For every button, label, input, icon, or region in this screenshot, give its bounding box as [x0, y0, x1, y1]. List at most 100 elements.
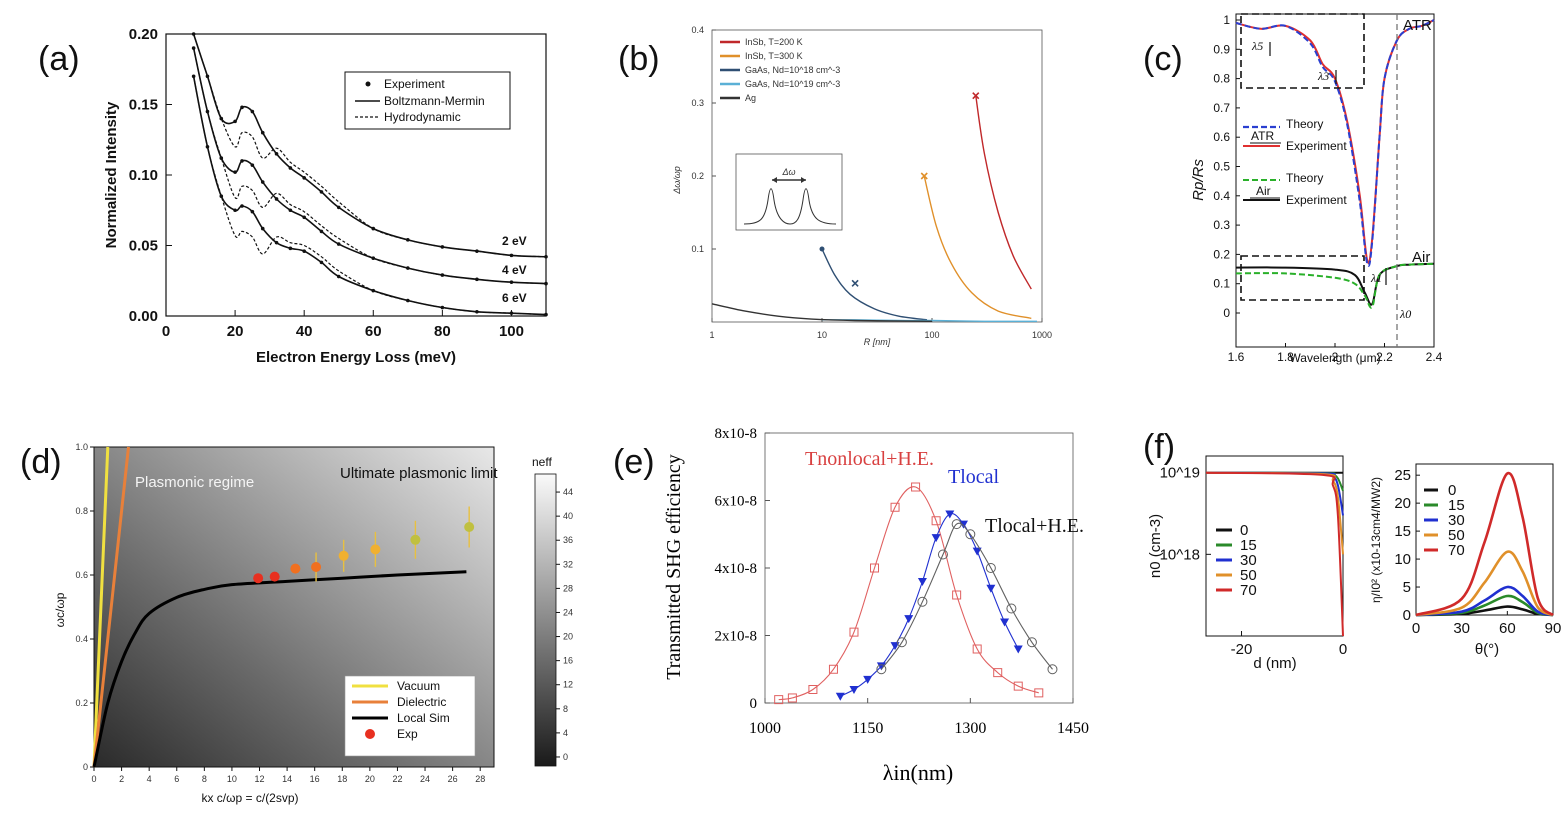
panel-d-exp-point — [464, 522, 475, 532]
panel-c-series-line — [1235, 262, 1435, 306]
panel-e-xtick-label: 1300 — [954, 720, 986, 737]
panel-d-xtick-label: 28 — [475, 774, 485, 784]
panel-d-xtick-label: 18 — [337, 774, 347, 784]
panel-a-exp-point — [544, 254, 548, 259]
panel-a-exp-point — [288, 246, 293, 251]
panel-c-ytick-label: 0.3 — [1213, 218, 1230, 232]
panel-a-exp-point — [319, 260, 324, 265]
panel-f-right-legend-label: 0 — [1448, 482, 1456, 499]
panel-e-marker-square — [828, 664, 838, 674]
panel-e-marker-triangle — [835, 692, 845, 701]
panel-a-ytick-label: 0.00 — [129, 308, 158, 325]
panel-label-b: (b) — [618, 40, 660, 78]
panel-e-marker-triangle — [876, 662, 886, 671]
panel-b-ytick-label: 0.4 — [691, 25, 704, 35]
panel-d-exp-point — [338, 550, 349, 561]
panel-a-xtick-label: 0 — [162, 323, 170, 340]
panel-d-xtick-label: 12 — [255, 774, 265, 784]
panel-c-annot-l3: λ3 — [1317, 69, 1329, 83]
panel-f-left-legend-label: 15 — [1240, 537, 1257, 554]
panel-c-legend-air: Air — [1256, 184, 1271, 198]
panel-d-colorbar-tick-label: 32 — [563, 559, 573, 569]
panel-f-right-xtick-label: 60 — [1499, 620, 1516, 637]
panel-e-marker-circle — [896, 637, 907, 648]
panel-d-colorbar — [534, 473, 557, 767]
panel-a-exp-point — [336, 274, 341, 279]
panel-b-series-endpoint — [972, 92, 980, 100]
panel-e-xtick-label: 1450 — [1057, 720, 1089, 737]
panel-e-xtick-label: 1000 — [749, 720, 781, 737]
panel-d-legend-1: Dielectric — [397, 695, 446, 709]
panel-c: 1.6 1.8 2 2.2 2.4 0 0.1 0.2 0.3 0.4 0.5 0.6 0.7 0.8 0.… — [1190, 13, 1443, 365]
panel-f-right-xtick-label: 90 — [1545, 620, 1562, 637]
panel-d-legend — [344, 675, 476, 757]
panel-b-ytick-label: 0.1 — [691, 244, 704, 254]
panel-f-left-ytick-label: 10^19 — [1160, 465, 1200, 482]
panel-d-colorbar-tick-label: 40 — [563, 511, 573, 521]
panel-c-annot-l1: λ1 — [1370, 271, 1382, 285]
panel-d-xtick-label: 22 — [392, 774, 402, 784]
panel-d-series-line — [92, 446, 130, 768]
panel-b-legend-label: InSb, T=200 K — [745, 37, 803, 47]
panel-d-colorbar-tick-label: 0 — [563, 752, 568, 762]
panel-a-exp-point — [233, 119, 237, 124]
panel-b-ytick-label: 0.2 — [691, 171, 704, 181]
panel-label-e: (e) — [613, 443, 655, 481]
panel-b-xtick-label: 10 — [817, 330, 827, 340]
panel-d-exp-point — [269, 571, 280, 582]
panel-d-colorbar-tick-label: 28 — [563, 583, 573, 593]
panel-d-xtick-label: 24 — [420, 774, 430, 784]
panel-b-legend-label: GaAs, Nd=10^19 cm^-3 — [745, 79, 840, 89]
panel-c-ytick-label: 0.4 — [1213, 189, 1230, 203]
panel-c-xtick-label: 1.6 — [1228, 350, 1245, 364]
panel-d-xtick-label: 26 — [448, 774, 458, 784]
panel-a-ytick-label: 0.10 — [129, 167, 158, 184]
panel-c-ytick-label: 0.2 — [1213, 247, 1230, 261]
panel-a-ticks: 0 20 40 60 80 100 0.00 0.05 0.10 0.15 0.20 — [129, 26, 524, 340]
panel-a-exp-point — [288, 208, 293, 213]
panel-b-series-line — [821, 248, 928, 321]
panel-a-series — [191, 32, 548, 317]
panel-f-right-series — [1415, 472, 1554, 617]
panel-a-ylabel: Normalized Intensity — [103, 101, 120, 248]
panel-a-exp-point — [205, 145, 210, 149]
panel-a-exp-point — [240, 159, 244, 163]
panel-b-xtick-label: 1000 — [1032, 330, 1052, 340]
panel-b-ytick-label: 0.3 — [691, 98, 704, 108]
panel-a-series-bm — [192, 47, 547, 285]
panel-e-series — [774, 482, 1058, 705]
panel-a-exp-point — [302, 176, 306, 180]
panel-d-colorbar-tick-label: 44 — [563, 487, 573, 497]
panel-a-exp-point — [219, 156, 224, 160]
panel-a-exp-point — [219, 116, 224, 121]
panel-c-series-line — [1235, 262, 1435, 309]
panel-e-marker-triangle — [890, 642, 900, 651]
panel-d-xtick-label: 0 — [91, 774, 96, 784]
panel-e-marker-circle — [985, 563, 996, 573]
panel-e-marker-circle — [951, 519, 962, 530]
panel-c-ytick-label: 1 — [1223, 13, 1230, 27]
panel-f-right-legend-label: 70 — [1448, 542, 1465, 559]
panel-a-xlabel: Electron Energy Loss (meV) — [256, 349, 456, 366]
panel-e-marker-square — [774, 695, 784, 705]
panel-a-series-hydro — [193, 47, 547, 285]
panel-label-c: (c) — [1143, 40, 1183, 78]
panel-a-exp-point — [509, 311, 514, 315]
panel-d-legend-0: Vacuum — [397, 679, 440, 693]
panel-f-right-series-line — [1415, 550, 1554, 617]
panel-e-marker-circle — [965, 529, 976, 540]
panel-d-colorbar-tick-label: 24 — [563, 607, 573, 617]
panel-e-marker-circle — [1006, 603, 1017, 614]
panel-a-exp-point — [274, 240, 279, 245]
panel-e-marker-square — [911, 482, 921, 492]
panel-a-exp-point — [233, 208, 237, 213]
panel-b-legend-label: Ag — [745, 93, 756, 103]
panel-d-series — [92, 446, 475, 768]
panel-f-right-ytick-label: 5 — [1403, 579, 1411, 596]
panel-c-legend-atr: ATR — [1251, 129, 1274, 143]
panel-f-right-ytick-label: 15 — [1394, 523, 1411, 540]
panel-d-xtick-label: 16 — [310, 774, 320, 784]
panel-d-ytick-label: 0 — [83, 762, 88, 772]
panel-e-ytick-label: 8x10-8 — [715, 426, 758, 442]
